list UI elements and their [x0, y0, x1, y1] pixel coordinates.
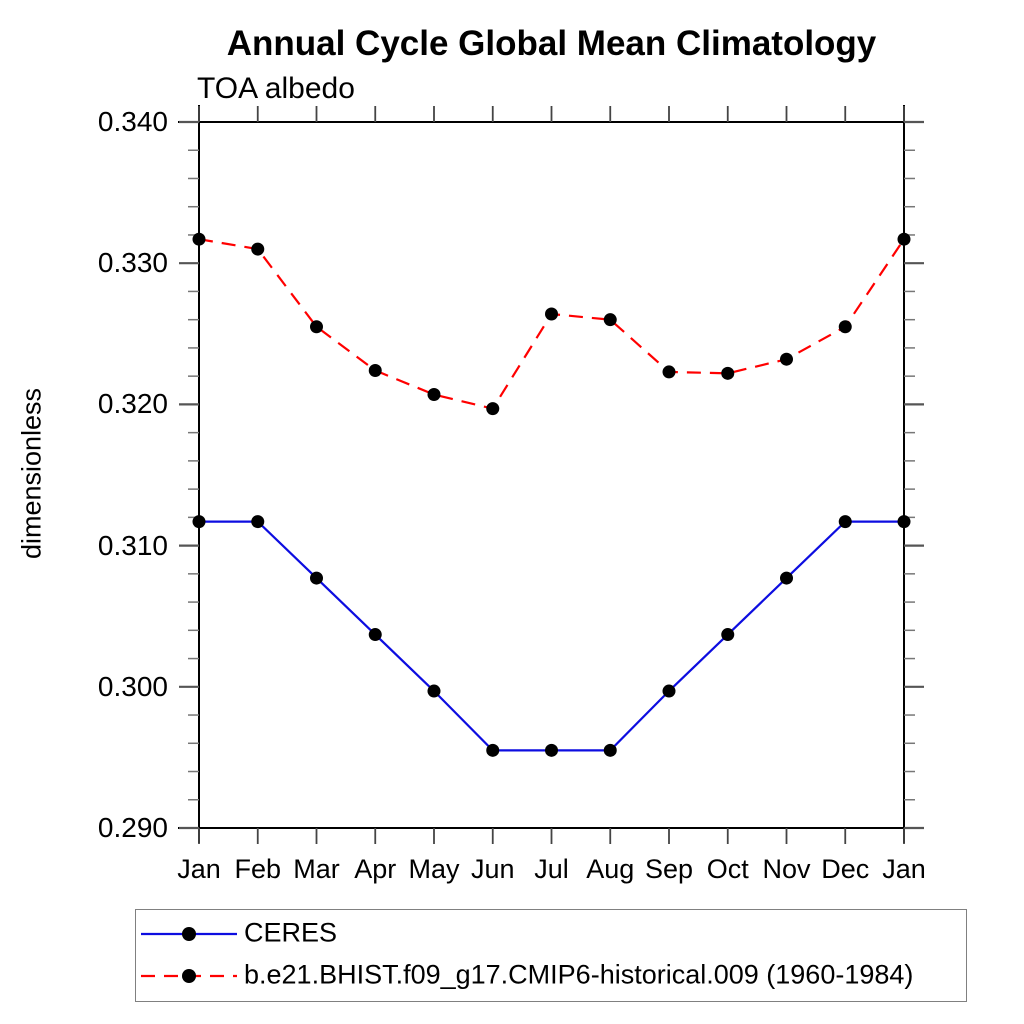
data-point-marker — [603, 313, 617, 327]
data-point-marker — [368, 364, 382, 378]
x-tick-label: Jan — [177, 854, 221, 884]
x-tick-label: Jun — [470, 854, 515, 884]
y-tick-label: 0.330 — [97, 247, 168, 279]
y-tick-label: 0.290 — [97, 812, 168, 843]
data-point-marker — [251, 242, 265, 256]
data-point-marker — [897, 515, 911, 529]
data-point-marker — [192, 232, 206, 246]
series-line-ceres — [199, 520, 904, 752]
data-point-marker — [486, 743, 500, 757]
legend-marker-icon — [182, 969, 196, 983]
legend-entry-model: b.e21.BHIST.f09_g17.CMIP6-historical.009… — [136, 955, 966, 997]
data-point-marker — [251, 515, 265, 529]
data-point-marker — [838, 515, 852, 529]
legend: CERES b.e21.BHIST.f09_g17.CMIP6-historic… — [135, 909, 967, 1002]
x-tick-label: Feb — [234, 854, 282, 884]
y-tick-label: 0.320 — [97, 388, 168, 420]
x-tick-label: Mar — [293, 854, 340, 884]
y-tick-label: 0.340 — [97, 106, 168, 137]
x-tick-label: Jul — [534, 854, 569, 884]
data-point-marker — [545, 307, 558, 321]
data-point-marker — [838, 320, 852, 334]
x-tick-label: Sep — [644, 854, 694, 884]
legend-label-ceres: CERES — [244, 917, 338, 948]
data-point-marker — [780, 571, 793, 585]
data-point-marker — [545, 743, 558, 757]
data-point-marker — [780, 352, 793, 366]
x-tick-label: Aug — [586, 854, 635, 884]
x-tick-label: Jan — [882, 854, 926, 884]
data-point-marker — [192, 515, 206, 529]
data-point-marker — [486, 402, 500, 416]
data-point-marker — [310, 571, 323, 585]
data-point-marker — [368, 628, 382, 642]
data-point-marker — [721, 366, 735, 380]
y-tick-label: 0.310 — [97, 529, 168, 561]
data-point-marker — [310, 320, 323, 334]
data-point-marker — [427, 684, 441, 698]
x-tick-label: Dec — [821, 854, 870, 884]
x-tick-label: Nov — [762, 854, 811, 884]
legend-marker-icon — [182, 927, 196, 941]
legend-entry-ceres: CERES — [136, 913, 966, 955]
chart-title: Annual Cycle Global Mean Climatology — [226, 24, 877, 63]
x-tick-label: May — [408, 854, 460, 884]
chart-subtitle: TOA albedo — [197, 72, 355, 105]
data-point-marker — [721, 628, 735, 642]
data-point-marker — [603, 743, 617, 757]
data-point-marker — [897, 232, 911, 246]
legend-label-model: b.e21.BHIST.f09_g17.CMIP6-historical.009… — [244, 959, 914, 990]
y-tick-label: 0.300 — [97, 670, 168, 702]
data-point-marker — [662, 684, 676, 698]
series-line-model — [198, 238, 905, 410]
x-tick-label: Apr — [354, 854, 397, 884]
data-point-marker — [662, 365, 676, 379]
data-point-marker — [427, 388, 441, 402]
x-tick-label: Oct — [706, 854, 749, 884]
